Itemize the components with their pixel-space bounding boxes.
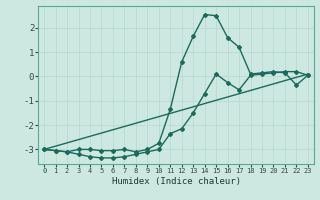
X-axis label: Humidex (Indice chaleur): Humidex (Indice chaleur) (111, 177, 241, 186)
